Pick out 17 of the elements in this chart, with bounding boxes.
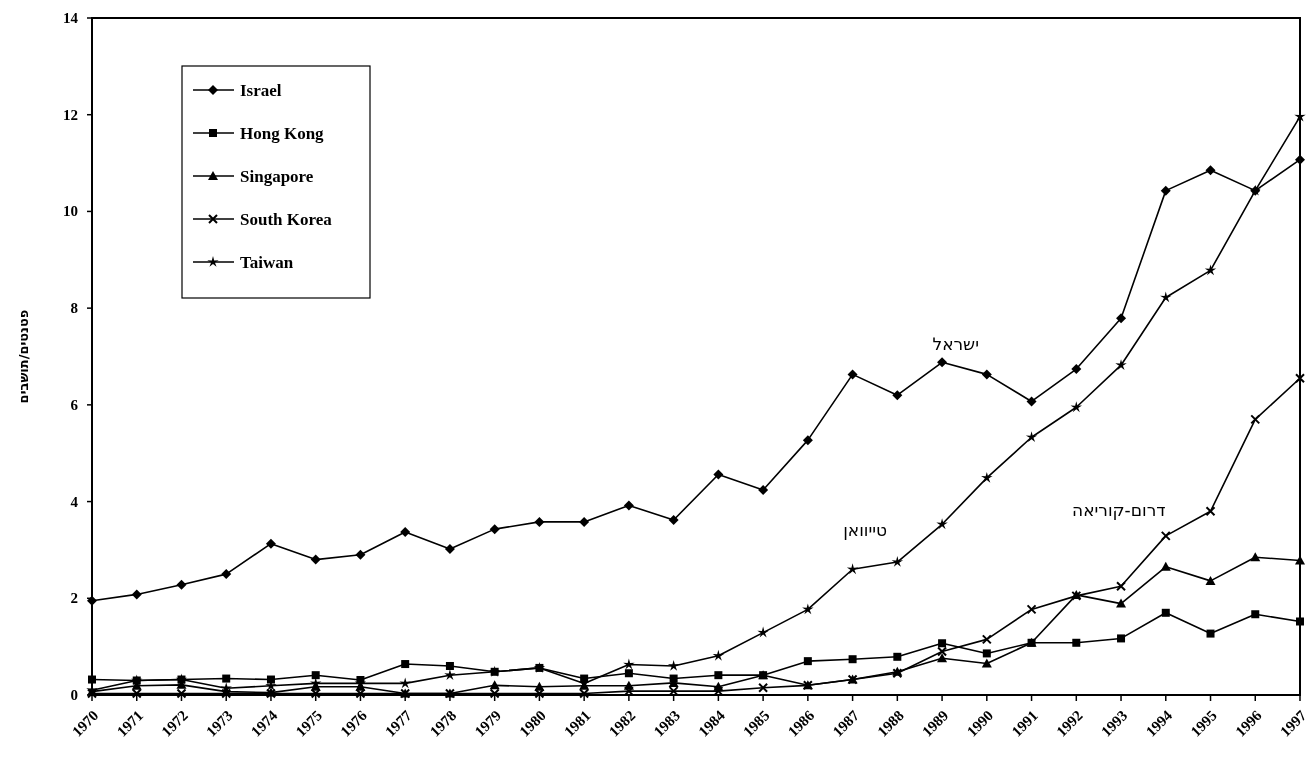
y-tick-label: 12 [63,106,78,123]
y-tick-label: 14 [63,10,79,26]
annotation: ישראל [932,333,979,354]
y-tick-label: 2 [70,590,78,607]
y-axis-title: פטנטים/תושבים [16,309,31,404]
legend-label: Singapore [240,167,314,186]
y-tick-label: 10 [63,203,78,220]
legend-label: Taiwan [240,253,294,272]
legend-label: South Korea [240,210,333,229]
y-tick-label: 8 [70,300,78,317]
annotation: דרום-קוריאה [1072,499,1166,520]
legend-label: Israel [240,81,282,100]
y-tick-label: 0 [70,687,78,703]
y-tick-label: 6 [70,396,79,413]
y-tick-label: 4 [70,493,79,510]
annotation: טייוואן [843,519,888,540]
legend-label: Hong Kong [240,124,325,143]
